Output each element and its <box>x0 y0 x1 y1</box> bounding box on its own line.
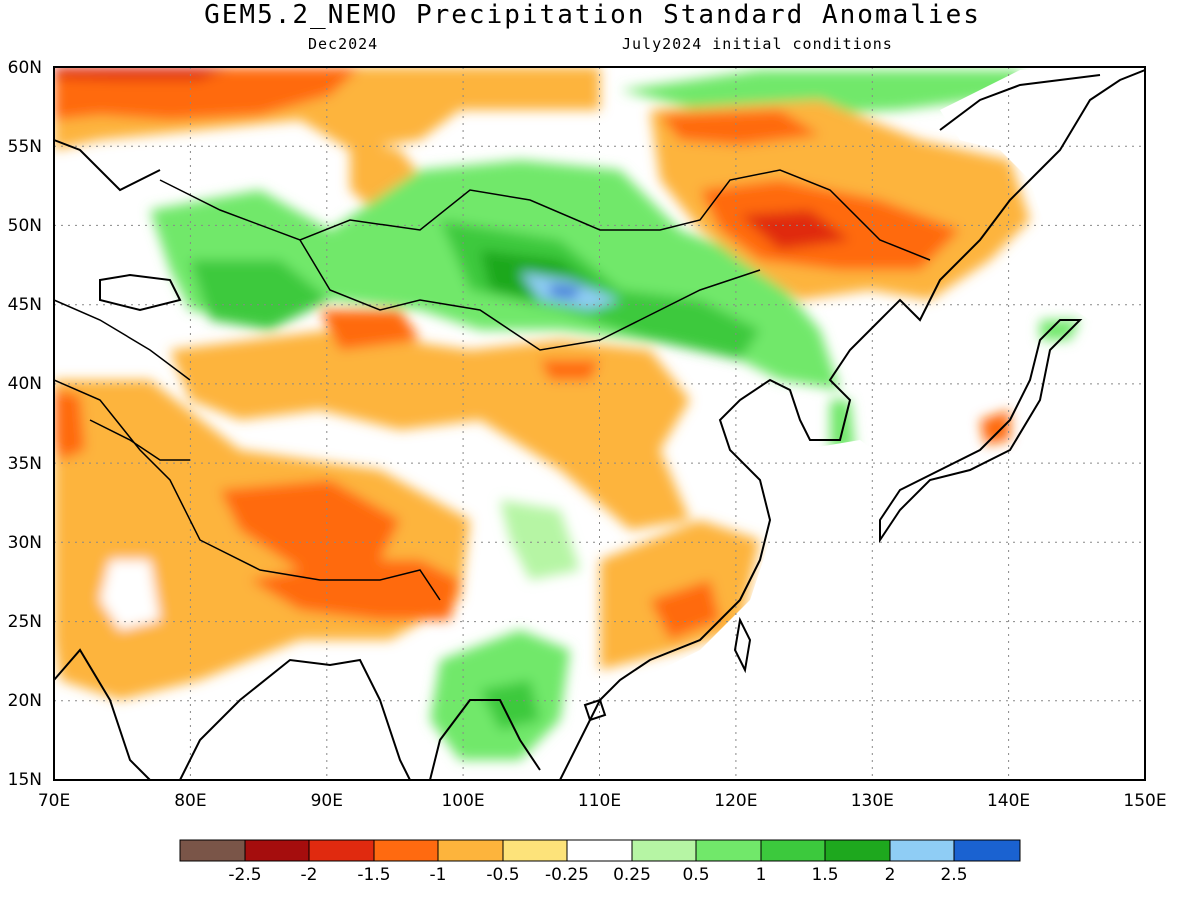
lon-label-150e: 150E <box>1123 791 1166 811</box>
colorbar-label: -0.25 <box>545 865 589 885</box>
lat-label-35n: 35N <box>8 454 42 474</box>
chart-title: GEM5.2_NEMO Precipitation Standard Anoma… <box>204 0 981 30</box>
lat-label-45n: 45N <box>8 295 42 315</box>
colorbar-swatch <box>953 839 1021 862</box>
colorbar <box>179 839 1021 862</box>
lat-label-15n: 15N <box>8 770 42 790</box>
lon-label-110e: 110E <box>578 791 621 811</box>
plot-frame <box>53 66 1146 781</box>
lat-label-20n: 20N <box>8 691 42 711</box>
colorbar-label: 1 <box>756 865 767 885</box>
colorbar-swatch <box>566 839 633 862</box>
colorbar-swatch <box>308 839 375 862</box>
lat-label-25n: 25N <box>8 612 42 632</box>
colorbar-label: 2.5 <box>940 865 967 885</box>
colorbar-swatch <box>695 839 762 862</box>
colorbar-label: -0.5 <box>486 865 519 885</box>
lat-label-30n: 30N <box>8 533 42 553</box>
colorbar-swatch <box>760 839 826 862</box>
colorbar-label: 0.25 <box>613 865 651 885</box>
forecast-month: Dec2024 <box>308 35 379 53</box>
colorbar-labels: -2.5 -2 -1.5 -1 -0.5 -0.25 0.25 0.5 1 1.… <box>228 865 967 885</box>
lat-label-50n: 50N <box>8 216 42 236</box>
colorbar-swatch <box>244 839 310 862</box>
country-borders <box>53 169 931 601</box>
colorbar-label: 1.5 <box>811 865 838 885</box>
colorbar-label: -2 <box>301 865 318 885</box>
lon-label-120e: 120E <box>714 791 757 811</box>
colorbar-swatch <box>502 839 568 862</box>
coastlines <box>53 69 1146 781</box>
longitude-labels: 70E 80E 90E 100E 110E 120E 130E 140E 150… <box>38 791 1167 811</box>
lon-label-90e: 90E <box>311 791 343 811</box>
lat-label-40n: 40N <box>8 374 42 394</box>
colorbar-swatch <box>631 839 697 862</box>
lon-label-100e: 100E <box>441 791 484 811</box>
colorbar-label: -1 <box>430 865 447 885</box>
colorbar-swatch <box>437 839 504 862</box>
colorbar-swatch <box>373 839 439 862</box>
colorbar-label: 0.5 <box>682 865 709 885</box>
colorbar-label: 2 <box>885 865 896 885</box>
anomaly-field <box>54 67 1145 780</box>
colorbar-label: -2.5 <box>228 865 261 885</box>
lon-label-70e: 70E <box>38 791 70 811</box>
latitude-labels: 15N 20N 25N 30N 35N 40N 45N 50N 55N 60N <box>8 58 42 790</box>
lon-label-80e: 80E <box>174 791 206 811</box>
lon-label-140e: 140E <box>987 791 1030 811</box>
lat-label-55n: 55N <box>8 137 42 157</box>
colorbar-swatch <box>889 839 955 862</box>
colorbar-swatch <box>179 839 246 862</box>
colorbar-label: -1.5 <box>357 865 390 885</box>
colorbar-swatch <box>824 839 891 862</box>
lat-label-60n: 60N <box>8 58 42 78</box>
initial-conditions-label: July2024 initial conditions <box>622 35 893 53</box>
lon-label-130e: 130E <box>851 791 894 811</box>
